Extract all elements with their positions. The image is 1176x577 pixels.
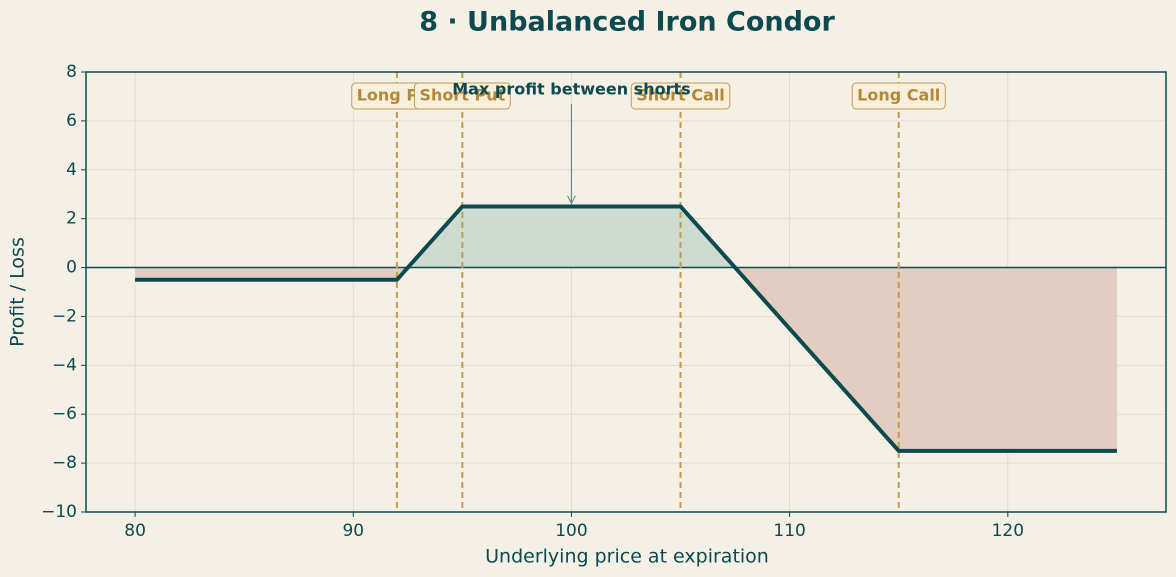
strike-label: Short Call: [630, 82, 731, 110]
y-tick-label: −2: [52, 306, 77, 326]
x-tick-label: 80: [124, 521, 146, 541]
annotation-text: Max profit between shorts: [452, 80, 690, 99]
x-tick-label: 110: [773, 521, 805, 541]
strike-label-box: [851, 82, 946, 110]
y-tick-label: −8: [52, 453, 77, 473]
y-tick-label: 0: [66, 258, 77, 278]
payoff-line: [135, 204, 1117, 453]
y-tick-label: −4: [52, 355, 77, 375]
y-tick-label: −10: [41, 502, 77, 522]
strike-label-box: [630, 82, 731, 110]
y-axis-label: Profit / Loss: [7, 237, 29, 347]
strike-label-box: [413, 82, 511, 110]
y-tick-label: 6: [66, 111, 77, 131]
chart-title: 8 · Unbalanced Iron Condor: [419, 7, 835, 38]
profit-area: [407, 206, 736, 268]
strike-label: Long Call: [851, 82, 946, 110]
x-tick-label: 120: [992, 521, 1024, 541]
strike-label-text: Long Call: [857, 86, 940, 105]
strike-label-text: Short Put: [419, 86, 505, 105]
plot-frame: [85, 71, 1167, 513]
y-tick-label: 8: [66, 62, 77, 82]
strike-label-text: Short Call: [636, 86, 725, 105]
loss-area: [135, 267, 1117, 451]
y-tick-label: 2: [66, 209, 77, 229]
y-tick-label: −6: [52, 404, 77, 424]
x-axis-label: Underlying price at expiration: [485, 546, 769, 568]
x-tick-label: 100: [555, 521, 587, 541]
y-tick-label: 4: [66, 160, 77, 180]
x-tick-label: 90: [342, 521, 364, 541]
strike-label: Short Put: [413, 82, 511, 110]
